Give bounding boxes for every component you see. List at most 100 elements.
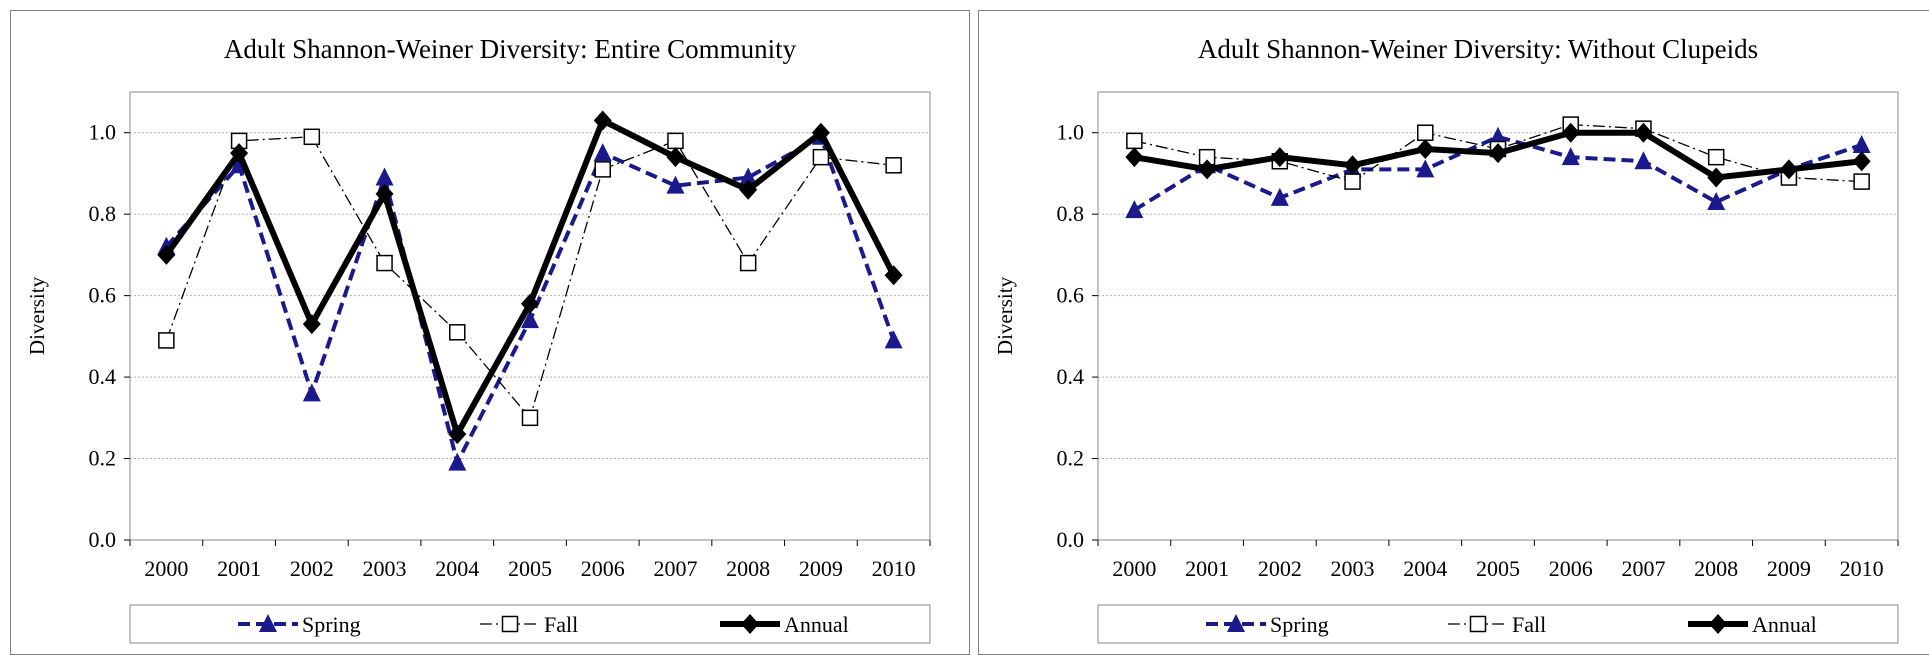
y-tick-label: 0.8 (1057, 201, 1085, 226)
chart-without-clupeids: Adult Shannon-Weiner Diversity: Without … (978, 10, 1929, 655)
x-tick-label: 2009 (799, 556, 843, 581)
data-point-fall (667, 132, 684, 150)
y-axis-label: Diversity (993, 276, 1017, 355)
data-point-fall (594, 161, 611, 178)
data-point-annual (1270, 147, 1289, 168)
x-tick-label: 2000 (144, 556, 188, 581)
x-tick-label: 2004 (1403, 556, 1447, 581)
data-point-annual (739, 179, 758, 200)
data-point-annual (811, 122, 830, 143)
data-point-annual (1852, 151, 1871, 172)
data-point-annual (884, 265, 903, 286)
x-tick-label: 2007 (1621, 556, 1665, 581)
legend-marker-fall (1469, 615, 1487, 633)
chart-frame (978, 10, 1929, 655)
chart-panel-entire-community: Adult Shannon-Weiner Diversity: Entire C… (10, 10, 970, 655)
data-point-spring (1852, 134, 1871, 153)
data-point-annual (230, 143, 249, 164)
x-tick-label: 2003 (1331, 556, 1375, 581)
data-point-annual (1561, 122, 1580, 143)
data-point-spring (302, 383, 321, 402)
legend-label-spring: Spring (302, 612, 361, 637)
data-point-fall (739, 254, 757, 272)
data-point-annual (448, 424, 467, 445)
data-point-fall (303, 128, 321, 146)
y-tick-label: 0.6 (1057, 283, 1085, 308)
data-point-spring (593, 143, 612, 162)
legend-label-spring: Spring (1270, 612, 1329, 637)
data-point-annual (521, 293, 539, 314)
data-point-fall (885, 157, 902, 174)
chart-panel-without-clupeids: Adult Shannon-Weiner Diversity: Without … (978, 10, 1929, 655)
data-point-fall (1707, 148, 1725, 166)
chart-title: Adult Shannon-Weiner Diversity: Without … (1198, 34, 1758, 64)
legend-label-fall: Fall (544, 612, 578, 637)
data-point-fall (158, 332, 175, 349)
x-tick-label: 2002 (1258, 556, 1302, 581)
legend: Spring Fall Annual (1097, 604, 1899, 644)
y-tick-label: 1.0 (1057, 120, 1085, 145)
data-point-annual (157, 244, 176, 265)
x-tick-label: 2006 (581, 556, 625, 581)
series-spring (1125, 126, 1871, 219)
y-tick-label: 0.0 (89, 527, 117, 552)
data-point-fall (521, 409, 539, 427)
data-point-spring (1416, 159, 1435, 178)
y-tick-label: 0.4 (89, 364, 117, 389)
data-point-annual (375, 183, 394, 204)
y-tick-label: 0.8 (89, 201, 117, 226)
data-point-fall (1126, 132, 1143, 150)
data-point-spring (1634, 151, 1653, 170)
x-tick-label: 2004 (435, 556, 479, 581)
data-point-spring (448, 452, 467, 471)
y-tick-label: 0.4 (1057, 364, 1085, 389)
legend-marker-annual (1709, 614, 1727, 634)
data-point-spring (1125, 200, 1144, 219)
series-annual (1125, 122, 1871, 188)
data-point-spring (375, 167, 394, 186)
plot-area (1097, 91, 1899, 541)
data-point-spring (1707, 191, 1726, 210)
y-tick-label: 0.2 (89, 446, 117, 471)
legend-label-fall: Fall (1512, 612, 1546, 637)
data-point-fall (1853, 173, 1870, 190)
chart-title: Adult Shannon-Weiner Diversity: Entire C… (224, 34, 797, 64)
data-point-spring (1561, 147, 1580, 166)
data-point-annual (1198, 159, 1217, 180)
x-tick-label: 2005 (1476, 556, 1520, 581)
y-tick-label: 1.0 (89, 120, 117, 145)
legend-label-annual: Annual (1752, 612, 1817, 637)
x-tick-label: 2001 (217, 556, 261, 581)
legend-marker-fall (501, 615, 519, 633)
x-tick-label: 2010 (1840, 556, 1884, 581)
data-point-fall (1417, 124, 1434, 141)
x-tick-label: 2002 (290, 556, 334, 581)
x-tick-label: 2008 (726, 556, 770, 581)
data-point-annual (302, 314, 321, 335)
y-axis-label: Diversity (25, 276, 49, 355)
data-point-annual (666, 147, 685, 168)
x-tick-label: 2003 (363, 556, 407, 581)
data-point-spring (739, 167, 758, 186)
data-point-annual (1707, 167, 1726, 188)
y-tick-label: 0.6 (89, 283, 117, 308)
plot-area (129, 91, 931, 541)
x-tick-label: 2009 (1767, 556, 1811, 581)
x-tick-label: 2001 (1185, 556, 1229, 581)
data-point-fall (812, 148, 830, 166)
legend-marker-spring (1227, 614, 1245, 632)
x-tick-label: 2000 (1112, 556, 1156, 581)
legend: Spring Fall Annual (129, 604, 931, 644)
data-point-fall (1344, 173, 1361, 190)
data-point-fall (376, 254, 393, 272)
data-point-annual (593, 110, 612, 131)
x-tick-label: 2007 (653, 556, 697, 581)
legend-marker-annual (741, 614, 759, 634)
legend-label-annual: Annual (784, 612, 849, 637)
data-point-annual (1416, 139, 1435, 160)
legend-marker-spring (259, 614, 277, 632)
data-point-annual (1489, 143, 1507, 164)
data-point-fall (449, 324, 466, 341)
x-tick-label: 2006 (1549, 556, 1593, 581)
